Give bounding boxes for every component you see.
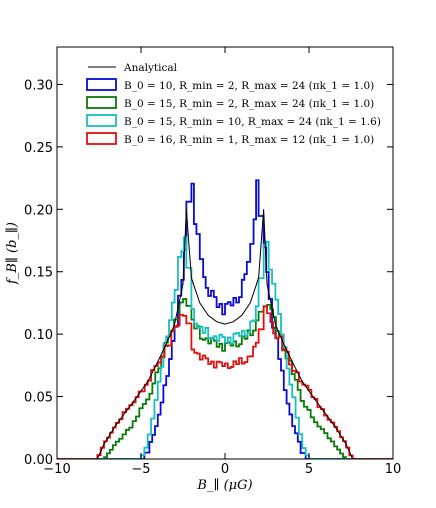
- y-tick-label: 0.05: [24, 391, 53, 406]
- x-axis: −10 −5 0 5 10: [43, 47, 401, 477]
- y-tick-label: 0.00: [24, 453, 53, 468]
- legend-swatch-2: [86, 96, 117, 109]
- series-line-2: [57, 298, 393, 459]
- legend-entry-4: B_0 = 16, R_min = 1, R_max = 12 (πk_1 = …: [124, 134, 374, 146]
- legend-entry-2: B_0 = 15, R_min = 2, R_max = 24 (πk_1 = …: [124, 98, 374, 110]
- x-tick-label: −10: [43, 462, 70, 477]
- legend-entry-1: B_0 = 10, R_min = 2, R_max = 24 (πk_1 = …: [124, 80, 374, 92]
- y-tick-label: 0.30: [24, 78, 53, 93]
- series-line-0: [57, 209, 393, 459]
- legend-entry-0: Analytical: [123, 62, 178, 74]
- y-tick-label: 0.20: [24, 203, 53, 218]
- legend: Analytical B_0 = 10, R_min = 2, R_max = 2…: [86, 62, 381, 146]
- legend-swatch-3: [86, 114, 117, 127]
- series-line-3: [57, 236, 393, 459]
- x-tick-label: 0: [221, 462, 229, 477]
- legend-entry-3: B_0 = 15, R_min = 10, R_max = 24 (πk_1 =…: [124, 116, 381, 128]
- series-line-1: [57, 179, 393, 459]
- x-tick-label: −5: [131, 462, 150, 477]
- x-axis-label: B_∥ (μG): [196, 478, 252, 493]
- y-tick-label: 0.10: [24, 328, 53, 343]
- x-tick-label: 10: [385, 462, 402, 477]
- legend-swatch-4: [86, 132, 117, 145]
- x-tick-label: 5: [305, 462, 313, 477]
- y-axis: 0.00 0.05 0.10 0.15 0.20 0.25 0.30: [24, 78, 393, 468]
- legend-swatch-1: [86, 78, 117, 91]
- y-tick-label: 0.25: [24, 141, 53, 156]
- y-tick-label: 0.15: [24, 266, 53, 281]
- series-line-4: [57, 305, 393, 459]
- series-layer: [57, 179, 393, 459]
- y-axis-label: f_B∥ (b_∥): [5, 222, 20, 285]
